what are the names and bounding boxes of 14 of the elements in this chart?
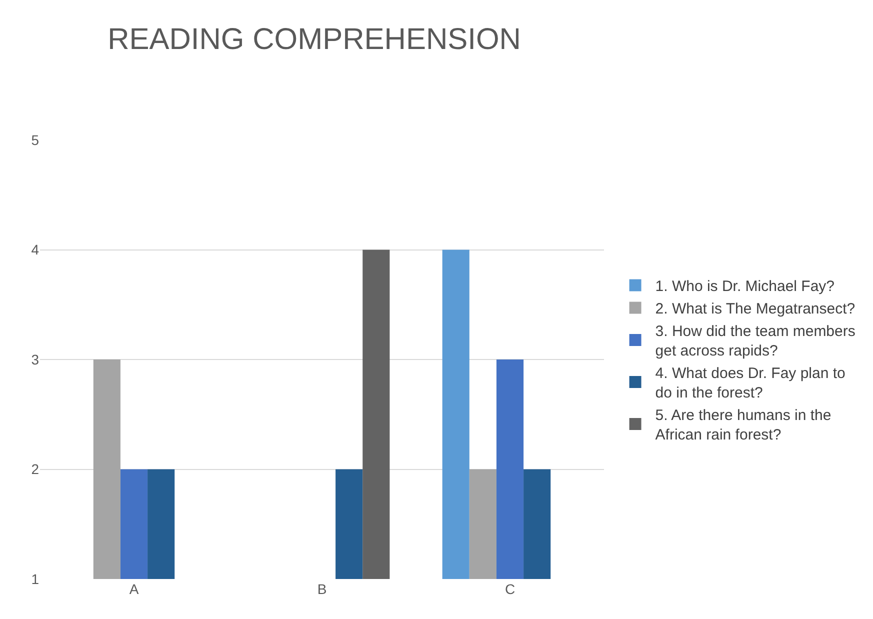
legend-label: 2. What is The Megatransect? [655,300,856,318]
legend-label: 5. Are there humans in the African rain forest? [655,407,832,444]
legend-label: 3. How did the team members get across rapids? [655,323,856,360]
y-tick-label: 4 [31,242,40,258]
legend-label: 4. What does Dr. Fay plan to do in the forest? [655,365,846,402]
legend-label: 1. Who is Dr. Michael Fay? [655,278,835,296]
y-tick-label: 1 [31,570,40,587]
x-tick-label: A [129,581,140,597]
y-tick-label: 2 [31,461,40,478]
y-tick-label: 5 [31,132,40,148]
y-tick-label: 3 [31,351,40,368]
x-tick-label: B [317,581,327,597]
chart-title: READING COMPREHENSION [108,22,521,56]
x-tick-label: C [504,581,516,597]
